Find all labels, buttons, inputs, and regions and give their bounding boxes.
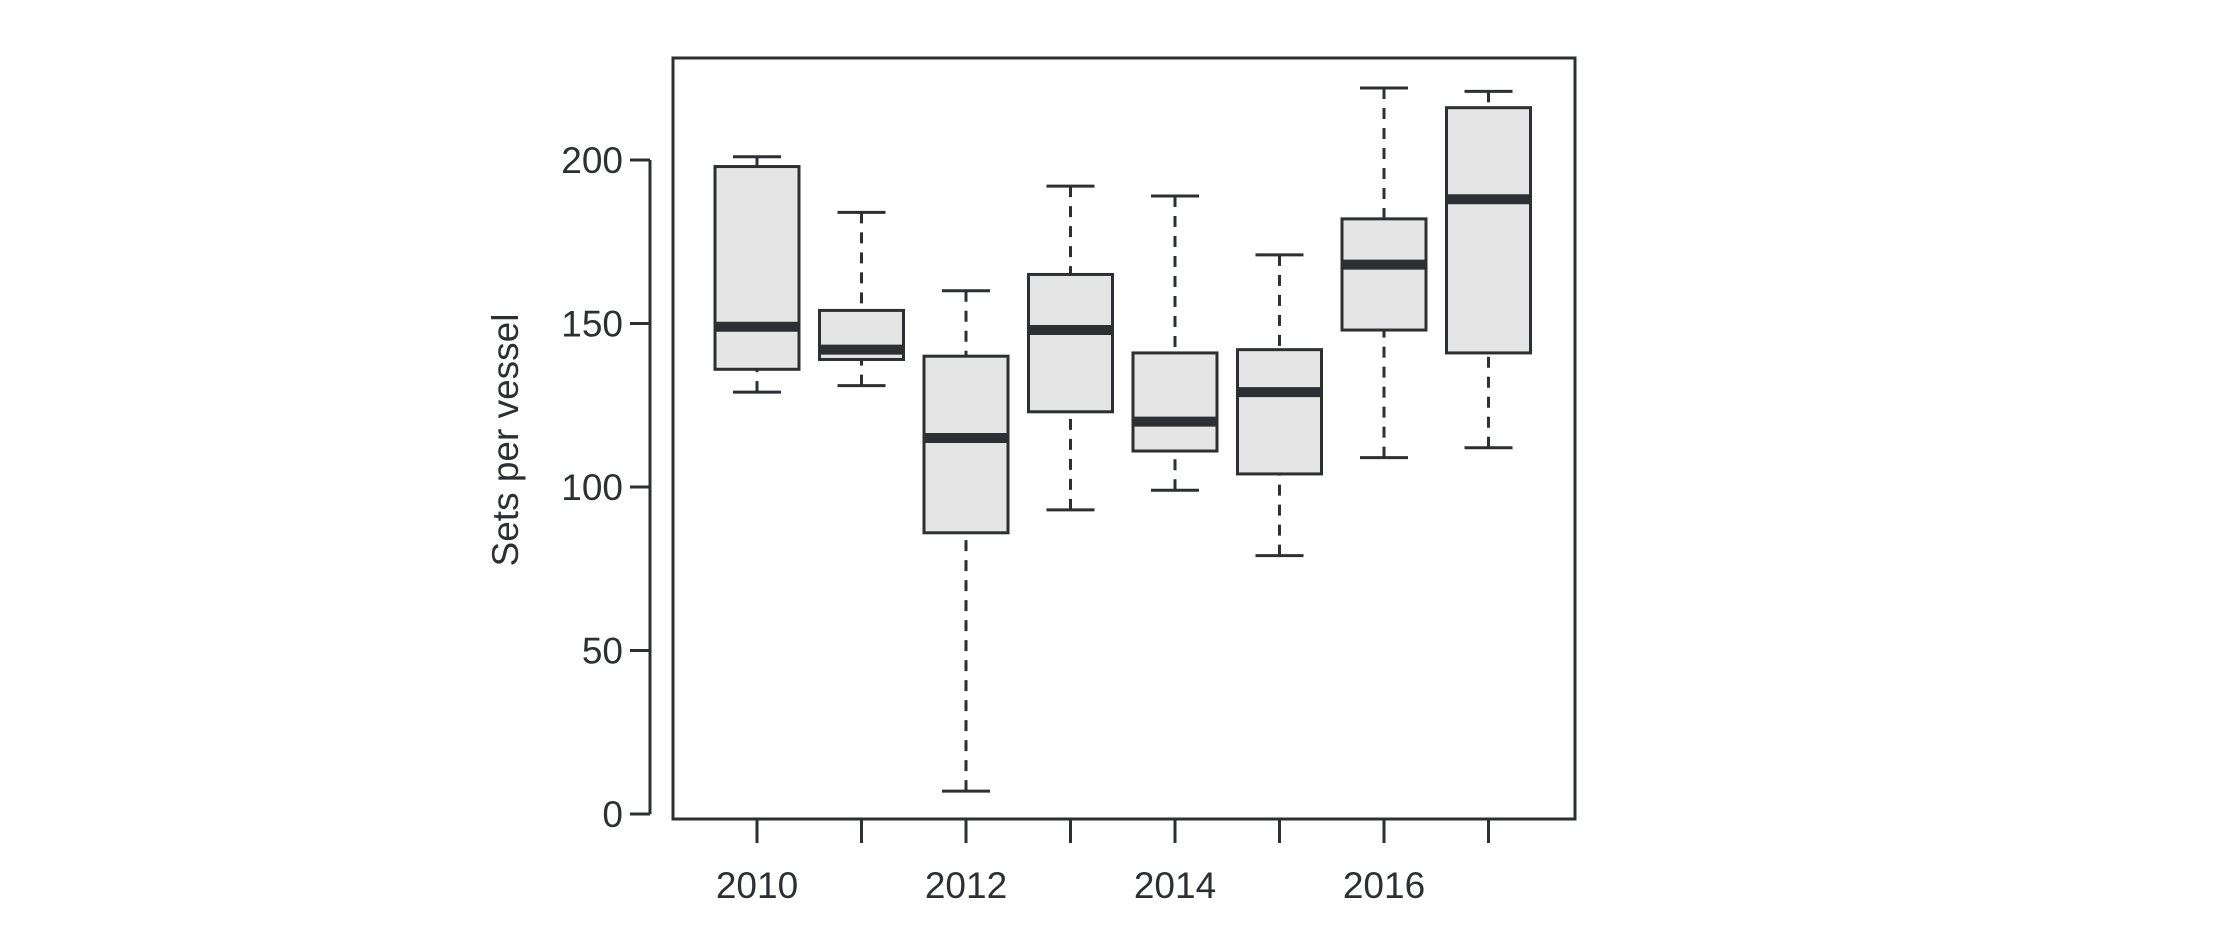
- iqr-box: [1131, 351, 1219, 453]
- iqr-box: [1027, 272, 1114, 414]
- box-2016: [1340, 86, 1428, 460]
- y-tick-label: 200: [561, 140, 623, 181]
- iqr-box: [922, 354, 1010, 535]
- iqr-box: [1445, 106, 1532, 355]
- y-tick-label: 50: [582, 631, 623, 672]
- y-tick-label: 100: [561, 467, 623, 508]
- x-tick-label: 2016: [1343, 865, 1425, 906]
- x-axis: 2010 2012 2014 2016: [716, 819, 1490, 906]
- iqr-box: [713, 165, 801, 371]
- y-axis-label: Sets per vessel: [485, 314, 526, 567]
- iqr-box: [1236, 348, 1323, 476]
- iqr-box: [1340, 217, 1428, 332]
- plot-frame: [671, 56, 1577, 821]
- boxes-layer: [713, 86, 1532, 793]
- box-2015: [1236, 253, 1323, 558]
- x-tick-label: 2010: [716, 865, 798, 906]
- box-2011: [818, 210, 905, 388]
- x-tick-label: 2014: [1134, 865, 1216, 906]
- x-tick-label: 2012: [925, 865, 1007, 906]
- box-2017: [1445, 89, 1532, 450]
- y-tick-label: 0: [602, 794, 623, 835]
- box-2014: [1131, 194, 1219, 492]
- y-axis: 0 50 100 150 200: [561, 140, 652, 835]
- box-2012: [922, 289, 1010, 793]
- y-tick-label: 150: [561, 304, 623, 345]
- box-2010: [713, 155, 801, 394]
- box-2013: [1027, 184, 1114, 512]
